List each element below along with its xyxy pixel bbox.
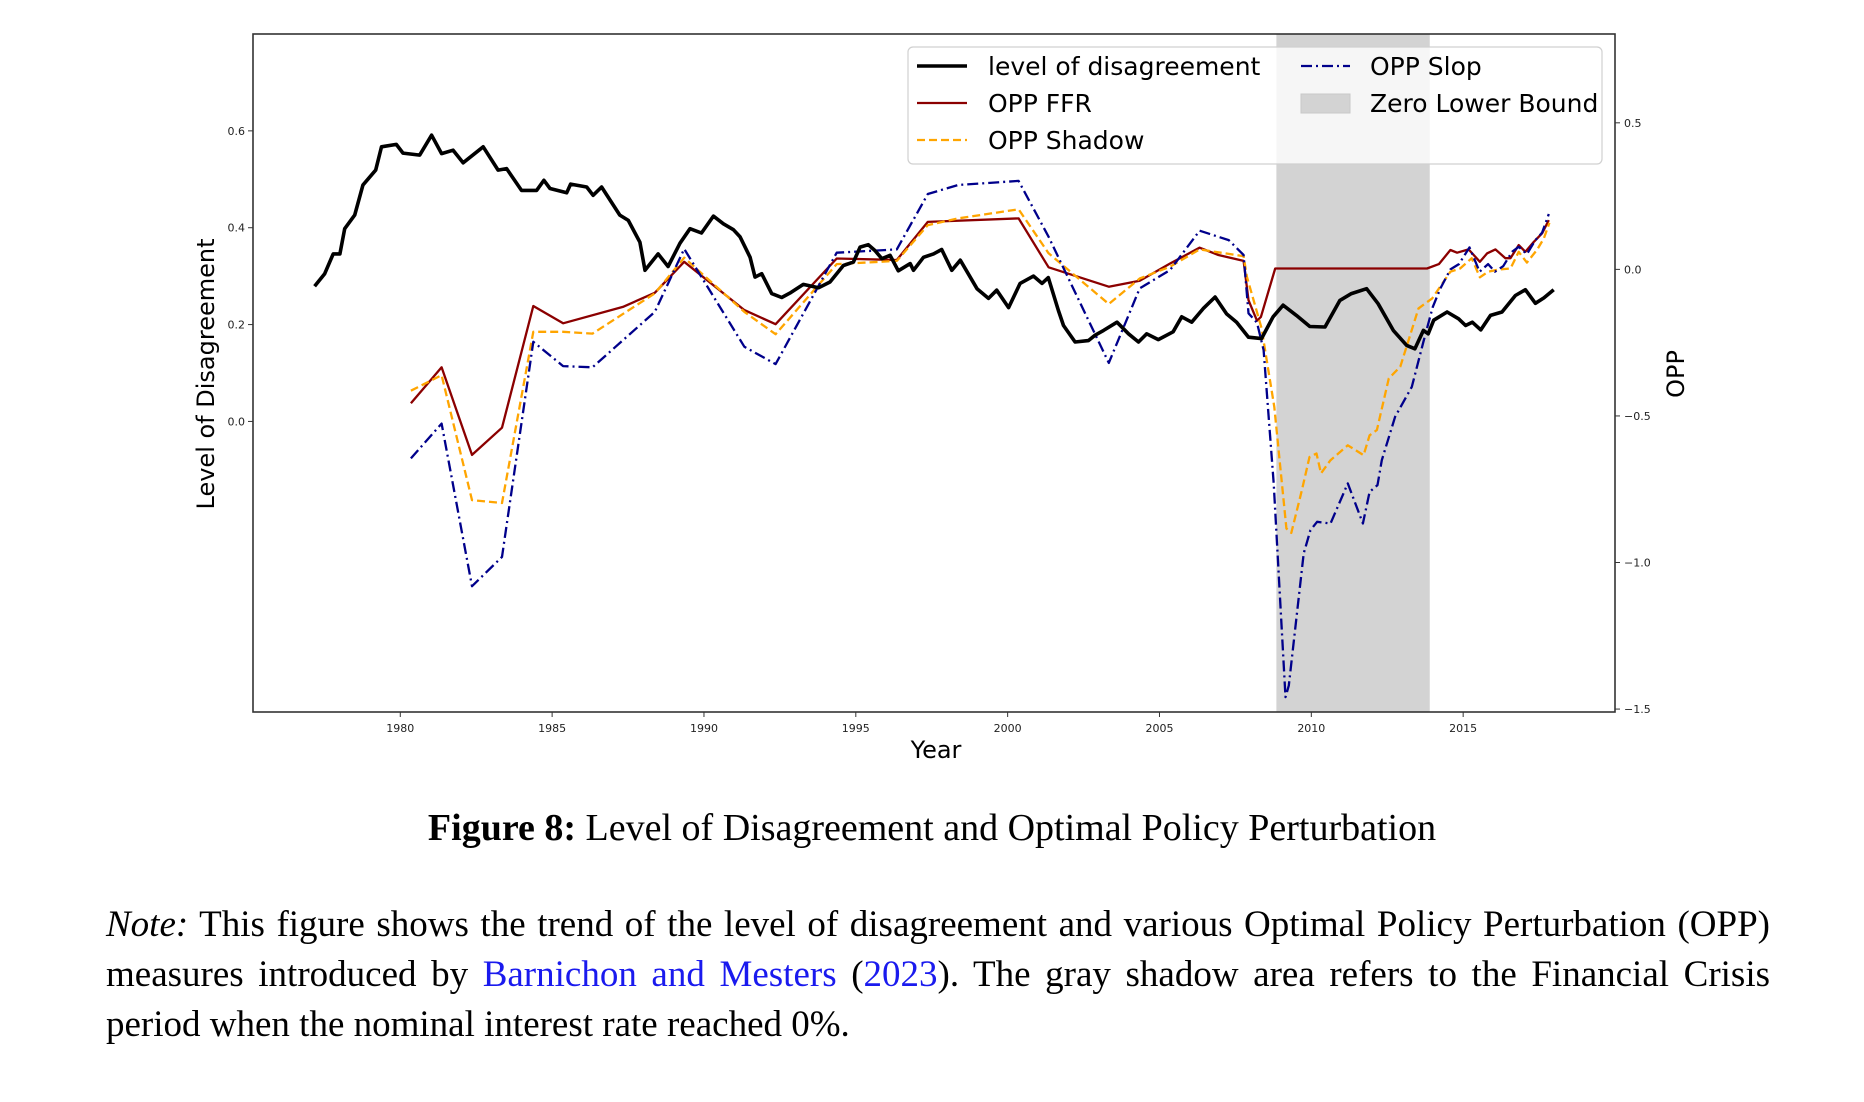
left-y-tick-label: 0.4 xyxy=(228,222,246,235)
citation-close-paren: ) xyxy=(937,954,950,995)
x-tick-label: 2005 xyxy=(1145,722,1173,735)
left-y-tick-label: 0.2 xyxy=(228,319,246,332)
legend-label-opp-slop: OPP Slop xyxy=(1370,52,1482,81)
legend-label-zlb: Zero Lower Bound xyxy=(1370,89,1598,118)
figure-label: Figure 8: xyxy=(427,807,577,849)
x-tick-label: 1985 xyxy=(538,722,566,735)
series-line-opp-slop xyxy=(410,179,1550,699)
note-text-before: This figure shows the trend of the level… xyxy=(106,904,1770,995)
figure-caption: Figure 8: Level of Disagreement and Opti… xyxy=(0,806,1864,850)
legend-item-zlb: Zero Lower Bound xyxy=(1300,89,1598,118)
x-axis-ticks: 1980 1985 1990 1995 2000 2005 2010 2015 xyxy=(386,712,1477,735)
citation-open-paren: ( xyxy=(836,954,864,995)
x-tick-label: 1995 xyxy=(842,722,870,735)
right-y-tick-label: −1.0 xyxy=(1624,557,1651,570)
legend-item-disagreement: level of disagreement xyxy=(917,52,1261,81)
citation-authors-link[interactable]: Barnichon and Mesters xyxy=(482,954,837,995)
plot-frame xyxy=(252,33,1616,713)
right-y-tick-label: 0.5 xyxy=(1624,117,1642,130)
right-y-tick-label: −0.5 xyxy=(1624,410,1651,423)
x-tick-label: 1980 xyxy=(386,722,414,735)
legend: level of disagreement OPP FFR OPP Shadow… xyxy=(907,46,1603,165)
figure-title: Level of Disagreement and Optimal Policy… xyxy=(576,807,1437,849)
figure-note: Note: This figure shows the trend of the… xyxy=(106,900,1770,1050)
citation-year-link[interactable]: 2023 xyxy=(863,954,938,995)
series-layer xyxy=(313,133,1555,699)
right-y-tick-label: 0.0 xyxy=(1624,263,1642,276)
left-y-axis-label: Level of Disagreement xyxy=(192,239,220,510)
right-y-axis-ticks: −1.5 −1.0 −0.5 0.0 0.5 xyxy=(1615,117,1651,716)
note-label: Note: xyxy=(106,904,189,945)
series-line-opp-ffr xyxy=(410,217,1550,457)
left-y-tick-label: 0.0 xyxy=(228,415,246,428)
right-y-axis-label: OPP xyxy=(1662,350,1690,398)
legend-item-opp-shadow: OPP Shadow xyxy=(917,126,1144,155)
left-y-axis-ticks: 0.0 0.2 0.4 0.6 xyxy=(228,125,253,428)
legend-label-disagreement: level of disagreement xyxy=(988,52,1261,81)
figure-chart: 1980 1985 1990 1995 2000 2005 2010 2015 0.00.20… xyxy=(192,33,1690,764)
x-tick-label: 2000 xyxy=(994,722,1022,735)
legend-box xyxy=(907,46,1603,165)
x-tick-label: 2015 xyxy=(1449,722,1477,735)
series-line-level-of-disagreement xyxy=(313,133,1555,351)
series-line-opp-shadow xyxy=(410,208,1551,535)
legend-item-opp-slop: OPP Slop xyxy=(1301,52,1482,81)
right-y-tick-label: −1.5 xyxy=(1624,703,1651,716)
legend-item-opp-ffr: OPP FFR xyxy=(917,89,1092,118)
x-tick-label: 1990 xyxy=(690,722,718,735)
note-text-after: . The gray shadow area refers to the Fin… xyxy=(106,954,1770,1045)
legend-label-opp-ffr: OPP FFR xyxy=(988,89,1092,118)
x-axis-label: Year xyxy=(910,736,962,764)
legend-label-opp-shadow: OPP Shadow xyxy=(988,126,1144,155)
left-y-tick-label: 0.6 xyxy=(228,125,246,138)
x-tick-label: 2010 xyxy=(1297,722,1325,735)
legend-handle-zlb xyxy=(1300,93,1351,114)
